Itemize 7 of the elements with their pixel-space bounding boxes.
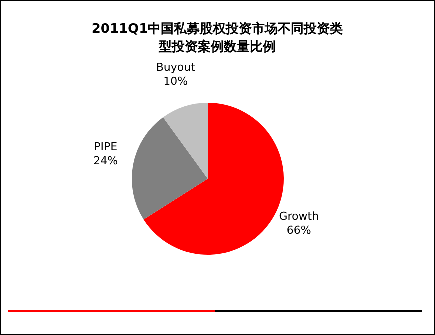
data-label: 66% (286, 224, 312, 238)
chart-title: 2011Q1中国私募股权投资市场不同投资类型投资案例数量比例 (90, 21, 344, 57)
data-label: 24% (94, 154, 118, 168)
data-label: 10% (164, 75, 188, 88)
slice-label: Growth (279, 210, 320, 224)
slice-label: PIPE (94, 140, 118, 154)
slice-label: Buyout (156, 61, 196, 74)
